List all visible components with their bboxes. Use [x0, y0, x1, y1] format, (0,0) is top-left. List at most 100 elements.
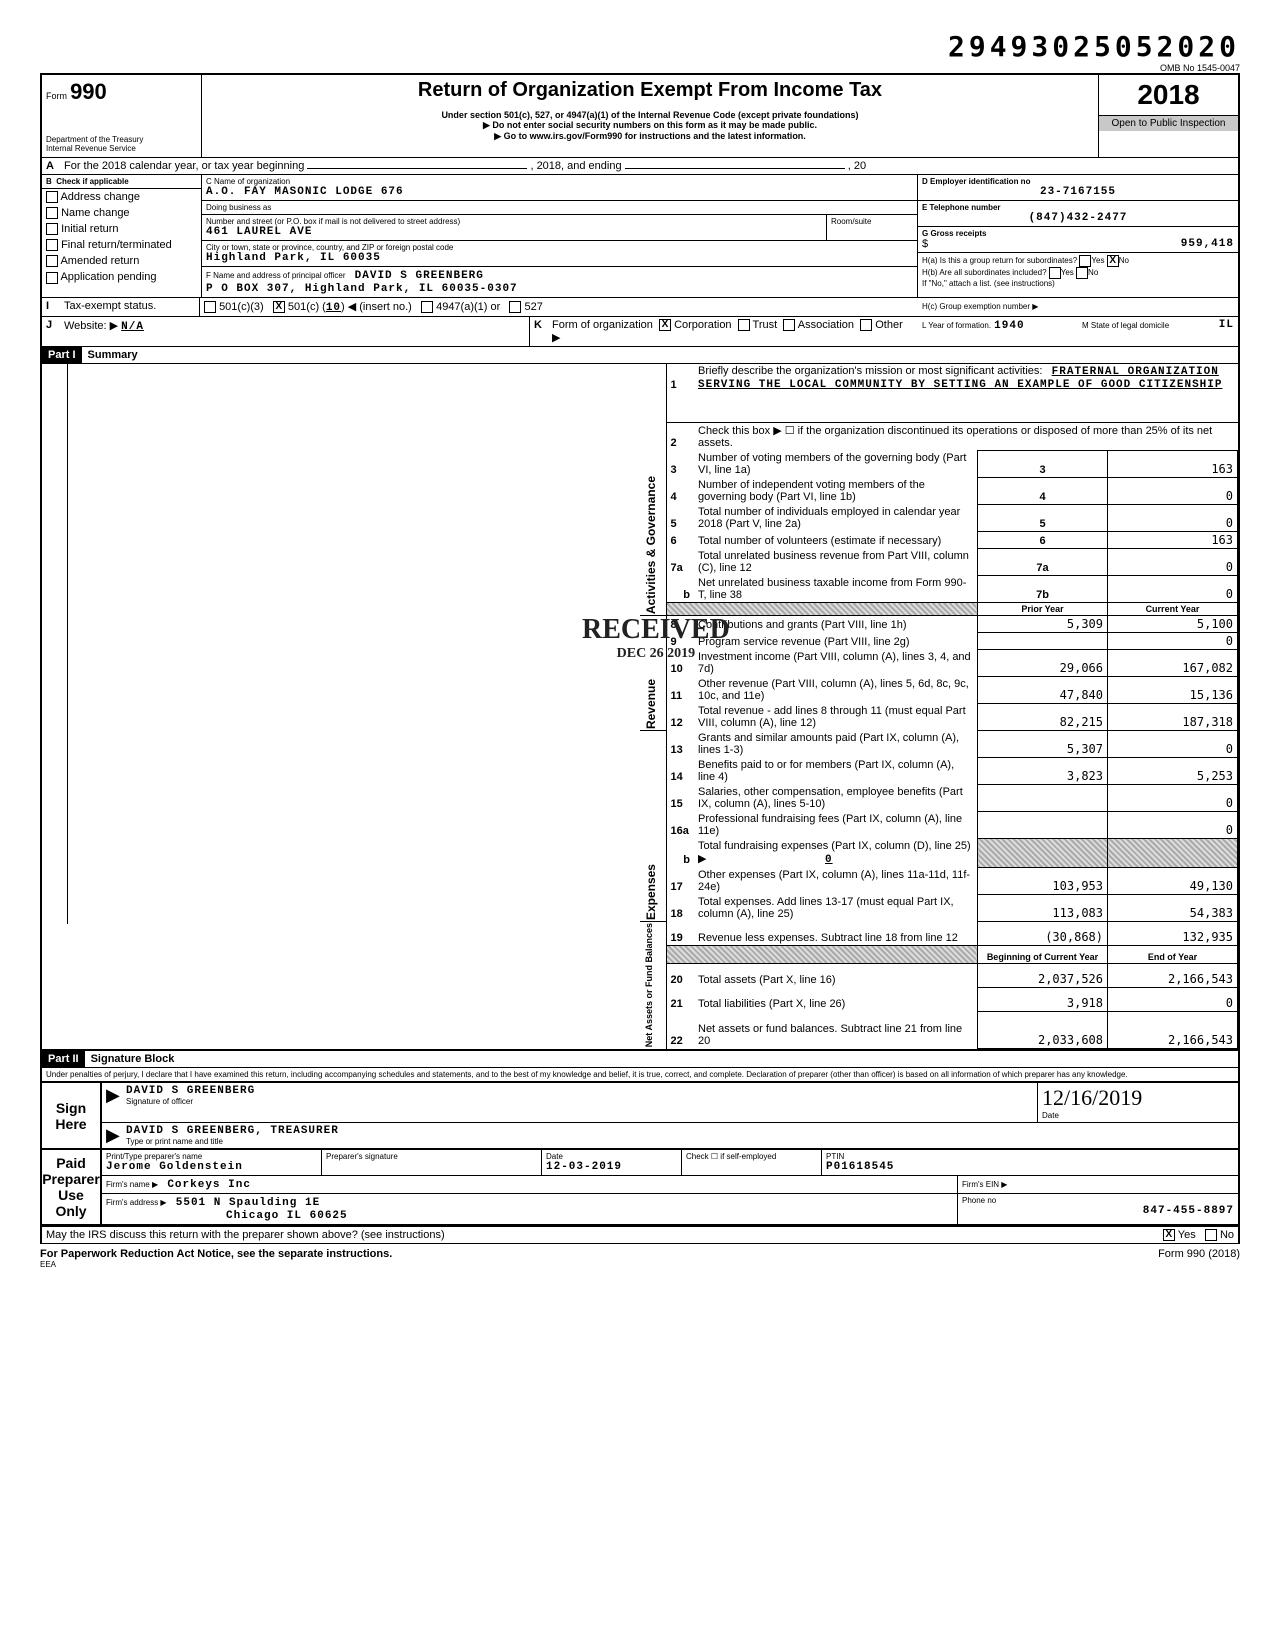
cb-final-return[interactable] — [46, 239, 58, 251]
org-name: A.O. FAY MASONIC LODGE 676 — [206, 186, 913, 198]
hdr-beg-year: Beginning of Current Year — [978, 945, 1108, 963]
cb-4947[interactable] — [421, 301, 433, 313]
part-2-header: Part II Signature Block — [40, 1051, 1240, 1068]
penalties-text: Under penalties of perjury, I declare th… — [40, 1068, 1240, 1082]
l6-text: Total number of volunteers (estimate if … — [694, 532, 978, 549]
dba-lbl: Doing business as — [206, 203, 913, 212]
cb-hb-yes[interactable] — [1049, 267, 1061, 279]
l5-text: Total number of individuals employed in … — [694, 505, 978, 532]
l4-val: 0 — [1108, 478, 1238, 505]
l3-text: Number of voting members of the governin… — [694, 451, 978, 478]
l2-text: Check this box ▶ ☐ if the organization d… — [694, 423, 1238, 451]
subtitle-2: ▶ Do not enter social security numbers o… — [210, 120, 1090, 131]
501c-number: 10 — [326, 302, 341, 314]
street-lbl: Number and street (or P.O. box if mail i… — [206, 217, 814, 226]
lbl-final-return: Final return/terminated — [61, 239, 172, 251]
ein-lbl: D Employer identification no — [922, 177, 1234, 186]
prep-name-lbl: Print/Type preparer's name — [106, 1152, 317, 1161]
tax-exempt-lbl: Tax-exempt status. — [60, 298, 200, 316]
irs: Internal Revenue Service — [46, 144, 197, 153]
sec-ag: Activities & Governance — [644, 476, 658, 614]
sign-here-label: Sign Here — [42, 1100, 100, 1132]
cb-name-change[interactable] — [46, 207, 58, 219]
part-2-num: Part II — [42, 1051, 85, 1067]
self-emp-lbl: Check ☐ if self-employed — [686, 1152, 817, 1161]
ein: 23-7167155 — [922, 186, 1234, 198]
cb-trust[interactable] — [738, 319, 750, 331]
part-1-num: Part I — [42, 347, 82, 363]
box-c-name-lbl: C Name of organization — [206, 177, 913, 186]
form-label: Form — [46, 91, 67, 101]
cb-assoc[interactable] — [783, 319, 795, 331]
cb-discuss-yes[interactable]: X — [1163, 1229, 1175, 1241]
website-lbl: Website: ▶ — [64, 320, 118, 332]
gross-receipts: 959,418 — [1181, 238, 1234, 250]
cb-corp[interactable]: X — [659, 319, 671, 331]
lbl-app-pending: Application pending — [60, 271, 156, 283]
typed-lbl: Type or print name and title — [126, 1137, 1234, 1146]
sig-date: 12/16/2019 — [1042, 1085, 1234, 1111]
subtitle-1: Under section 501(c), 527, or 4947(a)(1)… — [210, 110, 1090, 120]
l8-cy: 5,100 — [1108, 616, 1238, 633]
l8-py: 5,309 — [978, 616, 1108, 633]
street: 461 LAUREL AVE — [206, 226, 814, 238]
eea: EEA — [40, 1260, 1240, 1269]
discuss-line: May the IRS discuss this return with the… — [40, 1226, 1240, 1244]
ptin: P01618545 — [826, 1161, 1234, 1173]
firm-addr2: Chicago IL 60625 — [106, 1210, 348, 1222]
subtitle-3: ▶ Go to www.irs.gov/Form990 for instruct… — [210, 131, 1090, 142]
tax-year: 2018 — [1099, 75, 1238, 116]
l7b-val: 0 — [1108, 576, 1238, 603]
l7b-text: Net unrelated business taxable income fr… — [694, 576, 978, 603]
city: Highland Park, IL 60035 — [206, 252, 913, 264]
l16b-val: 0 — [713, 854, 833, 866]
prep-sig-lbl: Preparer's signature — [326, 1152, 537, 1161]
firm-phone: 847-455-8897 — [962, 1205, 1234, 1217]
website: N/A — [121, 321, 144, 333]
dept-treasury: Department of the Treasury — [46, 135, 197, 144]
lbl-amended: Amended return — [60, 255, 139, 267]
h-c: H(c) Group exemption number ▶ — [918, 298, 1238, 316]
cb-501c3[interactable] — [204, 301, 216, 313]
cb-app-pending[interactable] — [46, 272, 58, 284]
officer-typed: DAVID S GREENBERG, TREASURER — [126, 1125, 1234, 1137]
cb-ha-no[interactable]: X — [1107, 255, 1119, 267]
l8-text: Contributions and grants (Part VIII, lin… — [694, 616, 978, 633]
lbl-name-change: Name change — [61, 207, 130, 219]
box-b-hdr: Check if applicable — [56, 177, 128, 186]
h-b: H(b) Are all subordinates included? — [922, 268, 1047, 277]
l1-text: Briefly describe the organization's miss… — [698, 365, 1042, 377]
dln-number: 29493025052020 — [40, 30, 1240, 63]
line-a-end: , 20 — [848, 160, 866, 172]
prep-date-lbl: Date — [546, 1152, 677, 1161]
sig-officer-lbl: Signature of officer — [126, 1097, 1025, 1106]
hdr-end-year: End of Year — [1108, 945, 1238, 963]
form-number: 990 — [70, 79, 107, 104]
sec-exp: Expenses — [644, 864, 658, 920]
cb-address-change[interactable] — [46, 191, 58, 203]
cb-other[interactable] — [860, 319, 872, 331]
phone: (847)432-2477 — [922, 212, 1234, 224]
firm-addr1: 5501 N Spaulding 1E — [176, 1197, 320, 1209]
cb-initial-return[interactable] — [46, 223, 58, 235]
room-lbl: Room/suite — [831, 217, 913, 226]
cb-amended[interactable] — [46, 255, 58, 267]
cb-ha-yes[interactable] — [1079, 255, 1091, 267]
discuss-q: May the IRS discuss this return with the… — [46, 1229, 445, 1241]
phone-lbl: E Telephone number — [922, 203, 1234, 212]
cb-discuss-no[interactable] — [1205, 1229, 1217, 1241]
officer-addr: P O BOX 307, Highland Park, IL 60035-030… — [206, 283, 518, 295]
cb-501c[interactable]: X — [273, 301, 285, 313]
dollar-sign: $ — [922, 238, 928, 250]
city-lbl: City or town, state or province, country… — [206, 243, 913, 252]
l4-text: Number of independent voting members of … — [694, 478, 978, 505]
state-dom: IL — [1219, 319, 1234, 331]
pra-notice: For Paperwork Reduction Act Notice, see … — [40, 1248, 1080, 1260]
cb-hb-no[interactable] — [1076, 267, 1088, 279]
officer-sig-name: DAVID S GREENBERG — [126, 1085, 1025, 1097]
sec-rev: Revenue — [644, 679, 658, 729]
year-form-lbl: L Year of formation. — [922, 321, 991, 330]
cb-527[interactable] — [509, 301, 521, 313]
lbl-address-change: Address change — [60, 191, 140, 203]
state-dom-lbl: M State of legal domicile — [1082, 321, 1169, 330]
